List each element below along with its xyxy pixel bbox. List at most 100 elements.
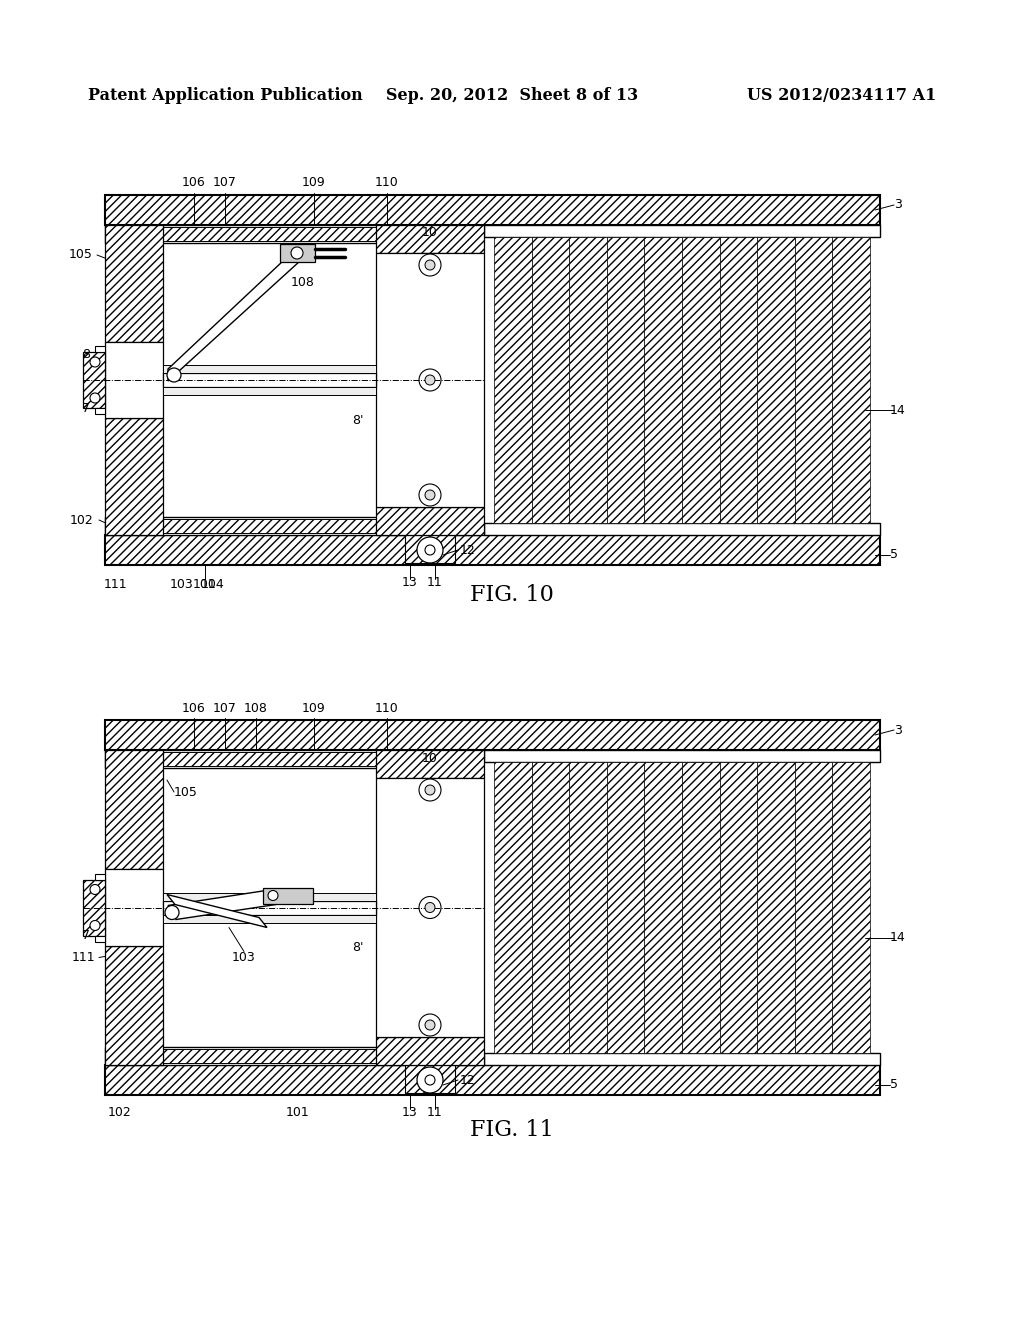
Text: 13: 13 (402, 1106, 418, 1119)
Polygon shape (167, 895, 267, 928)
Text: 106: 106 (182, 701, 206, 714)
Text: 5: 5 (890, 1078, 898, 1092)
Text: 111: 111 (103, 578, 127, 591)
Bar (833, 762, 870, 1053)
Text: 14: 14 (890, 931, 906, 944)
Text: 7: 7 (82, 401, 90, 414)
Bar (105, 946, 163, 1065)
Bar (376, 224, 484, 253)
Bar (607, 762, 644, 1053)
Bar (83, 352, 105, 408)
Text: 105: 105 (174, 785, 198, 799)
Bar (105, 1065, 880, 1096)
Circle shape (90, 884, 100, 895)
Bar (607, 238, 644, 523)
Bar (484, 1053, 880, 1065)
Circle shape (419, 896, 441, 919)
Bar (106, 1049, 477, 1063)
Text: 3: 3 (894, 723, 902, 737)
Bar (494, 238, 531, 523)
Polygon shape (168, 891, 276, 920)
Circle shape (167, 368, 181, 381)
Bar (569, 238, 607, 523)
Bar (105, 750, 163, 869)
Text: 105: 105 (70, 248, 93, 261)
Bar (95, 408, 105, 414)
Circle shape (419, 253, 441, 276)
Bar (106, 752, 477, 766)
Bar (105, 750, 479, 768)
Bar (484, 224, 880, 238)
Circle shape (425, 903, 435, 912)
Bar (757, 238, 795, 523)
Bar (105, 1047, 479, 1065)
Bar (105, 342, 163, 418)
Circle shape (291, 247, 303, 259)
Text: Sep. 20, 2012  Sheet 8 of 13: Sep. 20, 2012 Sheet 8 of 13 (386, 87, 638, 103)
Circle shape (425, 545, 435, 554)
Text: FIG. 10: FIG. 10 (470, 583, 554, 606)
Bar (682, 762, 720, 1053)
Bar (105, 224, 479, 243)
Text: FIG. 11: FIG. 11 (470, 1119, 554, 1140)
Text: 11: 11 (427, 1106, 442, 1119)
Bar (105, 535, 880, 565)
Text: 104: 104 (201, 578, 225, 591)
Bar (376, 253, 484, 507)
Text: US 2012/0234117 A1: US 2012/0234117 A1 (746, 87, 936, 103)
Text: 109: 109 (302, 701, 326, 714)
Circle shape (90, 356, 100, 367)
Bar (682, 238, 720, 523)
Circle shape (165, 906, 179, 920)
Text: 12: 12 (460, 544, 476, 557)
Text: 10: 10 (422, 751, 438, 764)
Text: 109: 109 (302, 177, 326, 190)
Text: 11: 11 (427, 577, 442, 590)
Bar (83, 879, 105, 936)
Bar (105, 418, 163, 535)
Circle shape (90, 920, 100, 931)
Bar (376, 750, 484, 777)
Bar (531, 238, 569, 523)
Text: 14: 14 (890, 404, 906, 417)
Bar (795, 238, 833, 523)
Text: 7: 7 (82, 929, 90, 942)
Text: Patent Application Publication: Patent Application Publication (88, 87, 362, 103)
Bar (105, 224, 163, 342)
Circle shape (417, 1067, 443, 1093)
Text: 102: 102 (70, 513, 93, 527)
Bar (106, 227, 477, 242)
Bar (531, 762, 569, 1053)
Text: 108: 108 (291, 276, 314, 289)
Polygon shape (168, 246, 300, 381)
Bar (644, 762, 682, 1053)
Circle shape (425, 1074, 435, 1085)
Circle shape (268, 891, 278, 900)
Bar (95, 936, 105, 941)
Circle shape (425, 375, 435, 385)
Circle shape (419, 370, 441, 391)
Circle shape (419, 779, 441, 801)
Bar (163, 374, 376, 387)
Bar (106, 519, 477, 533)
Bar (163, 387, 376, 395)
Text: 13: 13 (402, 577, 418, 590)
Bar (484, 750, 880, 762)
Bar (95, 874, 105, 879)
Circle shape (419, 484, 441, 506)
Bar (494, 762, 531, 1053)
Bar (280, 244, 315, 261)
Text: 108: 108 (244, 701, 268, 714)
Bar (95, 346, 105, 352)
Bar (406, 535, 455, 564)
Bar (263, 887, 313, 903)
Text: 103: 103 (232, 950, 256, 964)
Bar (105, 195, 880, 224)
Text: 3: 3 (894, 198, 902, 211)
Text: 103: 103 (170, 578, 194, 591)
Text: 106: 106 (182, 177, 206, 190)
Text: 5: 5 (890, 549, 898, 561)
Bar (833, 238, 870, 523)
Bar (163, 892, 376, 900)
Circle shape (425, 260, 435, 271)
